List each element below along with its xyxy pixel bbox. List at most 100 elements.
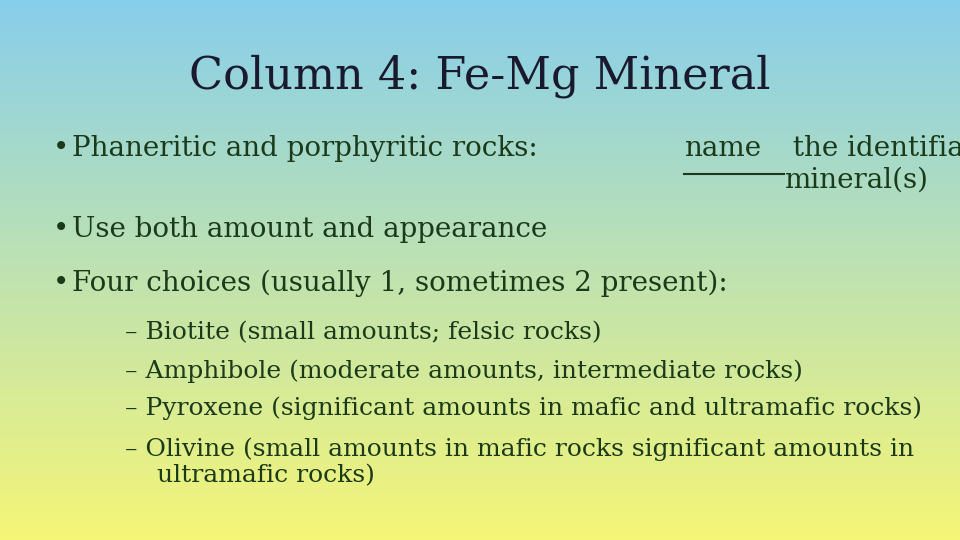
Bar [0, 468, 960, 470]
Bar [0, 517, 960, 518]
Bar [0, 103, 960, 104]
Bar [0, 511, 960, 513]
Bar [0, 486, 960, 488]
Bar [0, 92, 960, 93]
Text: – Olivine (small amounts in mafic rocks significant amounts in
    ultramafic ro: – Olivine (small amounts in mafic rocks … [125, 437, 914, 488]
Bar [0, 189, 960, 191]
Bar [0, 69, 960, 70]
Bar [0, 11, 960, 12]
Bar [0, 432, 960, 434]
Bar [0, 150, 960, 151]
Bar [0, 293, 960, 295]
Bar [0, 29, 960, 31]
Bar [0, 434, 960, 436]
Bar [0, 347, 960, 349]
Text: Four choices (usually 1, sometimes 2 present):: Four choices (usually 1, sometimes 2 pre… [72, 270, 728, 298]
Bar [0, 15, 960, 16]
Bar [0, 329, 960, 331]
Bar [0, 178, 960, 180]
Bar [0, 506, 960, 508]
Bar [0, 223, 960, 225]
Bar [0, 447, 960, 448]
Bar [0, 309, 960, 312]
Bar [0, 412, 960, 414]
Bar [0, 43, 960, 45]
Bar [0, 367, 960, 369]
Bar [0, 16, 960, 18]
Bar [0, 270, 960, 272]
Bar [0, 383, 960, 385]
Bar [0, 12, 960, 15]
Bar [0, 9, 960, 11]
Bar [0, 137, 960, 139]
Bar [0, 475, 960, 477]
Bar [0, 306, 960, 308]
Bar [0, 439, 960, 441]
Bar [0, 524, 960, 525]
Bar [0, 117, 960, 119]
Bar [0, 443, 960, 444]
Bar [0, 238, 960, 239]
Bar [0, 39, 960, 42]
Bar [0, 471, 960, 474]
Bar [0, 184, 960, 185]
Bar [0, 493, 960, 495]
Bar [0, 231, 960, 232]
Bar [0, 174, 960, 177]
Bar [0, 355, 960, 356]
Bar [0, 394, 960, 396]
Bar [0, 247, 960, 248]
Bar [0, 194, 960, 196]
Bar [0, 34, 960, 36]
Bar [0, 279, 960, 281]
Bar [0, 535, 960, 536]
Bar [0, 340, 960, 342]
Bar [0, 66, 960, 69]
Bar [0, 398, 960, 400]
Bar [0, 0, 960, 2]
Bar [0, 528, 960, 529]
Bar [0, 490, 960, 491]
Bar [0, 31, 960, 32]
Bar [0, 59, 960, 61]
Bar [0, 88, 960, 90]
Bar [0, 63, 960, 65]
Bar [0, 204, 960, 205]
Bar [0, 126, 960, 128]
Bar [0, 518, 960, 520]
Bar [0, 437, 960, 439]
Bar [0, 56, 960, 58]
Bar [0, 241, 960, 243]
Bar [0, 22, 960, 23]
Bar [0, 538, 960, 540]
Bar [0, 360, 960, 362]
Bar [0, 436, 960, 437]
Bar [0, 371, 960, 373]
Bar [0, 166, 960, 167]
Bar [0, 349, 960, 351]
Bar [0, 115, 960, 117]
Bar [0, 52, 960, 54]
Text: – Amphibole (moderate amounts, intermediate rocks): – Amphibole (moderate amounts, intermedi… [125, 359, 803, 383]
Bar [0, 382, 960, 383]
Bar [0, 239, 960, 241]
Bar [0, 155, 960, 157]
Bar [0, 477, 960, 479]
Bar [0, 211, 960, 212]
Bar [0, 243, 960, 245]
Bar [0, 461, 960, 463]
Bar [0, 169, 960, 171]
Bar [0, 86, 960, 88]
Bar [0, 295, 960, 297]
Bar [0, 479, 960, 481]
Bar [0, 258, 960, 259]
Text: •: • [53, 270, 69, 297]
Bar [0, 85, 960, 86]
Bar [0, 484, 960, 486]
Bar [0, 248, 960, 250]
Bar [0, 474, 960, 475]
Bar [0, 272, 960, 274]
Bar [0, 147, 960, 150]
Bar [0, 452, 960, 454]
Bar [0, 351, 960, 353]
